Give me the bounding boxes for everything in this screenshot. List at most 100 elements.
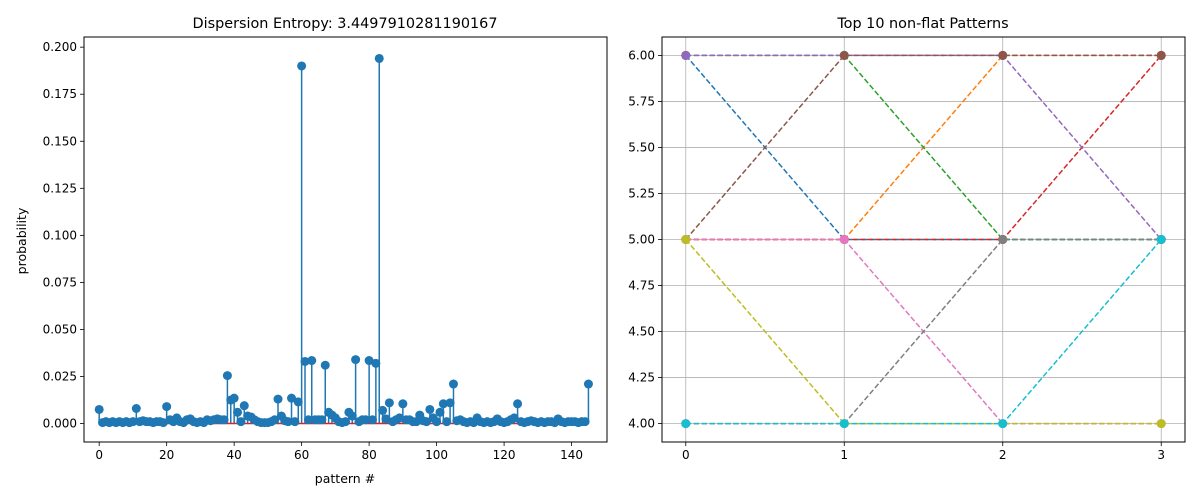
stem-marker bbox=[583, 379, 593, 389]
stem-marker bbox=[374, 53, 384, 63]
patterns-ytick-label: 4.50 bbox=[628, 325, 655, 339]
stem-marker bbox=[347, 411, 357, 421]
stem-xtick-label: 40 bbox=[227, 448, 242, 462]
stem-marker bbox=[94, 404, 104, 414]
stem-marker bbox=[421, 417, 431, 427]
stem-marker bbox=[317, 415, 327, 425]
patterns-xtick-label: 1 bbox=[840, 448, 848, 462]
stem-xtick-label: 60 bbox=[294, 448, 309, 462]
pattern-line-6 bbox=[685, 54, 1162, 240]
pattern-line-5 bbox=[685, 54, 1162, 240]
patterns-ytick-label: 4.75 bbox=[628, 279, 655, 293]
stem-marker bbox=[297, 61, 307, 71]
pattern-point-9 bbox=[1156, 419, 1166, 429]
stem-ytick-label: 0.050 bbox=[43, 322, 77, 336]
stem-marker bbox=[131, 404, 141, 414]
stem-marker bbox=[320, 360, 330, 370]
stem-chart-frame bbox=[83, 36, 608, 443]
pattern-line-10 bbox=[685, 239, 1162, 425]
stem-marker bbox=[162, 402, 172, 412]
pattern-point-10 bbox=[681, 419, 691, 429]
stem-marker bbox=[233, 407, 243, 417]
patterns-ytick-label: 5.75 bbox=[628, 94, 655, 108]
patterns-ytick-label: 6.00 bbox=[628, 48, 655, 62]
pattern-point-5 bbox=[681, 50, 691, 60]
pattern-point-6 bbox=[839, 50, 849, 60]
pattern-point-9 bbox=[681, 235, 691, 244]
stem-marker bbox=[293, 397, 303, 407]
stem-marker bbox=[128, 417, 138, 427]
stem-marker bbox=[513, 399, 523, 409]
stem-xtick-label: 120 bbox=[493, 448, 516, 462]
stem-ytick-label: 0.075 bbox=[43, 275, 77, 289]
stem-marker bbox=[398, 399, 408, 409]
stem-ytick-label: 0.150 bbox=[43, 134, 77, 148]
stem-marker bbox=[381, 414, 391, 424]
stem-marker bbox=[283, 417, 293, 427]
stem-marker bbox=[300, 356, 310, 366]
stem-marker bbox=[273, 394, 283, 404]
stem-xtick-label: 80 bbox=[361, 448, 376, 462]
stem-xtick-label: 100 bbox=[425, 448, 448, 462]
stem-xtick-label: 20 bbox=[159, 448, 174, 462]
stem-marker bbox=[394, 413, 404, 423]
stem-marker bbox=[219, 415, 229, 425]
stem-marker bbox=[287, 393, 297, 403]
stem-marker bbox=[432, 417, 442, 427]
pattern-point-10 bbox=[839, 419, 849, 429]
stem-marker bbox=[222, 371, 232, 381]
patterns-ytick-label: 5.50 bbox=[628, 140, 655, 154]
stem-marker bbox=[425, 404, 435, 414]
pattern-point-8 bbox=[998, 235, 1008, 244]
patterns-xtick-label: 2 bbox=[999, 448, 1007, 462]
stem-marker bbox=[351, 355, 361, 365]
stem-marker bbox=[435, 407, 445, 417]
patterns-ytick-label: 5.00 bbox=[628, 233, 655, 247]
stem-chart-xlabel: pattern # bbox=[315, 471, 375, 486]
stem-marker bbox=[236, 417, 246, 427]
stem-marker bbox=[364, 356, 374, 366]
patterns-xtick-label: 0 bbox=[682, 448, 690, 462]
stem-marker bbox=[378, 405, 388, 415]
stem-marker bbox=[307, 356, 317, 366]
stem-marker bbox=[509, 413, 519, 423]
stem-chart-ylabel: probability bbox=[14, 207, 29, 274]
stem-marker bbox=[158, 418, 168, 428]
stem-ytick-label: 0.025 bbox=[43, 370, 77, 384]
stem-xtick-label: 0 bbox=[95, 448, 103, 462]
patterns-ytick-label: 4.00 bbox=[628, 417, 655, 431]
stem-marker bbox=[290, 417, 300, 427]
patterns-chart-title: Top 10 non-flat Patterns bbox=[836, 16, 1008, 32]
patterns-ytick-label: 5.25 bbox=[628, 186, 655, 200]
stem-marker bbox=[270, 415, 280, 425]
stem-chart-title: Dispersion Entropy: 3.4497910281190167 bbox=[193, 16, 498, 32]
stem-marker bbox=[341, 417, 350, 427]
pattern-point-7 bbox=[839, 235, 849, 244]
pattern-point-6 bbox=[998, 50, 1008, 60]
stem-marker bbox=[384, 398, 394, 408]
patterns-line-chart: Top 10 non-flat Patterns 0 1 2 3 4.00 4.25 4.5… bbox=[628, 16, 1186, 462]
stem-marker bbox=[580, 417, 590, 427]
stem-marker bbox=[438, 399, 448, 409]
stem-ytick-label: 0.125 bbox=[43, 181, 77, 195]
stem-marker bbox=[239, 401, 249, 411]
pattern-point-10 bbox=[1156, 235, 1166, 244]
stem-marker bbox=[371, 358, 381, 368]
stem-xtick-label: 140 bbox=[560, 448, 583, 462]
stem-marker bbox=[445, 398, 455, 408]
stem-ytick-label: 0.100 bbox=[43, 228, 77, 242]
stem-marker bbox=[442, 417, 452, 427]
pattern-line-9 bbox=[685, 239, 1162, 425]
stem-ytick-label: 0.175 bbox=[43, 87, 77, 101]
dispersion-stem-chart: Dispersion Entropy: 3.4497910281190167 p… bbox=[14, 16, 608, 486]
patterns-xtick-label: 3 bbox=[1157, 448, 1165, 462]
patterns-ytick-label: 4.25 bbox=[628, 371, 655, 385]
pattern-point-10 bbox=[998, 419, 1008, 429]
pattern-point-6 bbox=[1156, 50, 1166, 60]
stem-marker bbox=[303, 415, 313, 425]
stem-marker bbox=[229, 393, 239, 403]
stem-ytick-label: 0.200 bbox=[43, 40, 77, 54]
stem-marker bbox=[361, 415, 371, 425]
